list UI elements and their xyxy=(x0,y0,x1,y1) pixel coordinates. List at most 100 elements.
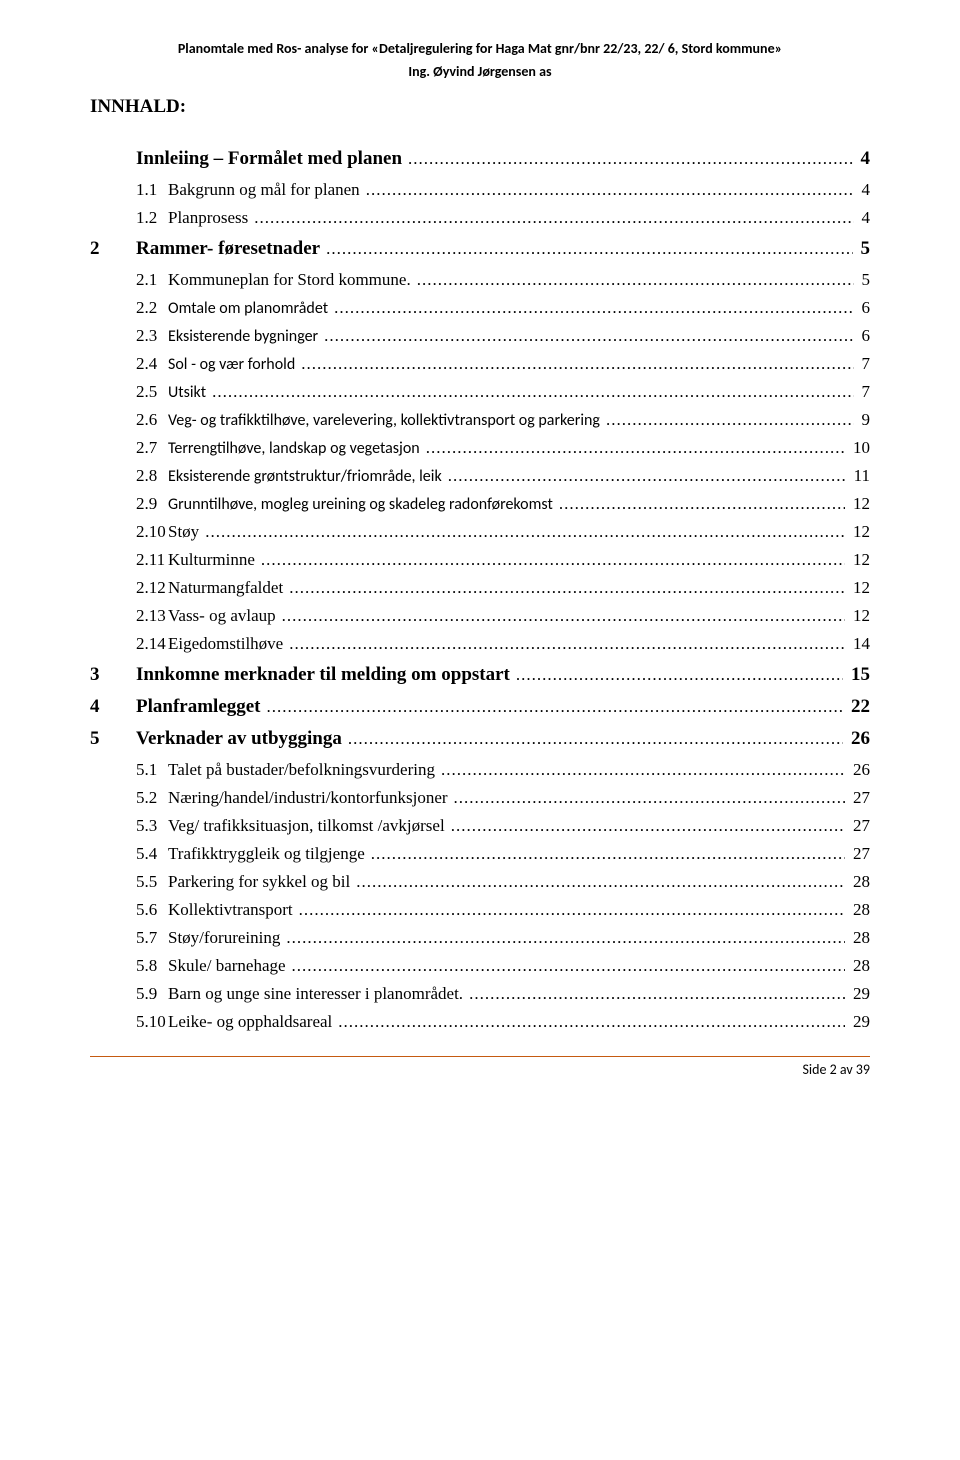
toc-entry-l2: 2.13Vass- og avlaup12 xyxy=(90,606,870,626)
toc-page: 14 xyxy=(849,634,870,654)
toc-leader xyxy=(426,438,845,458)
toc-entry-l2: 2.7Terrengtilhøve, landskap og vegetasjo… xyxy=(90,438,870,458)
toc-entry-l2: 2.11Kulturminne12 xyxy=(90,550,870,570)
toc-leader xyxy=(326,239,852,259)
toc-page: 12 xyxy=(849,494,870,514)
toc-title: Eigedomstilhøve xyxy=(168,634,283,654)
toc-leader xyxy=(292,956,845,976)
toc-leader xyxy=(299,900,845,920)
toc-title: Omtale om planområdet xyxy=(168,299,328,318)
toc-entry-l2: 5.3Veg/ trafikksituasjon, tilkomst /avkj… xyxy=(90,816,870,836)
toc-number: 2.14 xyxy=(90,634,168,654)
toc-entry-l2: 2.5Utsikt7 xyxy=(90,382,870,402)
toc-number: 5.4 xyxy=(90,844,168,864)
toc-number: 3 xyxy=(90,664,136,686)
toc-leader xyxy=(348,729,843,749)
toc-leader xyxy=(606,410,854,430)
toc-page: 15 xyxy=(847,664,870,686)
toc-page: 12 xyxy=(849,522,870,542)
toc-number: 2.13 xyxy=(90,606,168,626)
toc-leader xyxy=(371,844,845,864)
toc-page: 27 xyxy=(849,816,870,836)
toc-entry-l2: 5.5Parkering for sykkel og bil28 xyxy=(90,872,870,892)
toc-entry-l2: 2.1Kommuneplan for Stord kommune.5 xyxy=(90,270,870,290)
toc-entry-l2: 5.8Skule/ barnehage28 xyxy=(90,956,870,976)
toc-entry-l1: 5Verknader av utbygginga26 xyxy=(90,728,870,750)
toc-entry-l1: 4Planframlegget 22 xyxy=(90,696,870,718)
toc-number: 2.6 xyxy=(90,410,168,430)
toc-leader xyxy=(334,298,853,318)
toc-number: 2.1 xyxy=(90,270,168,290)
toc-leader xyxy=(441,760,845,780)
toc-title: Naturmangfaldet xyxy=(168,578,283,598)
toc-leader xyxy=(451,816,845,836)
toc-entry-l2: 1.1Bakgrunn og mål for planen4 xyxy=(90,180,870,200)
toc-title: Støy xyxy=(168,522,199,542)
toc-entry-l2: 5.10Leike- og opphaldsareal29 xyxy=(90,1012,870,1032)
toc-title: Verknader av utbygginga xyxy=(136,728,342,750)
toc-title: Kollektivtransport xyxy=(168,900,293,920)
toc-title: Sol - og vær forhold xyxy=(168,355,295,374)
toc-entry-l2: 2.8Eksisterende grøntstruktur/friområde,… xyxy=(90,466,870,486)
toc-title: Veg- og trafikktilhøve, varelevering, ko… xyxy=(168,411,600,430)
toc-page: 28 xyxy=(849,900,870,920)
toc-page: 5 xyxy=(857,238,871,260)
table-of-contents: Innleiing – Formålet med planen41.1Bakgr… xyxy=(90,148,870,1032)
toc-leader xyxy=(454,788,845,808)
toc-leader xyxy=(516,665,843,685)
toc-leader xyxy=(559,494,845,514)
toc-entry-l2: 2.2Omtale om planområdet6 xyxy=(90,298,870,318)
toc-title: Planframlegget xyxy=(136,696,261,718)
toc-number: 5.7 xyxy=(90,928,168,948)
toc-page: 11 xyxy=(850,466,870,486)
toc-leader xyxy=(261,550,845,570)
toc-page: 12 xyxy=(849,606,870,626)
toc-page: 22 xyxy=(847,696,870,718)
toc-leader xyxy=(417,270,854,290)
document-header-subtitle: Ing. Øyvind Jørgensen as xyxy=(90,63,870,80)
toc-entry-l2: 2.12Naturmangfaldet12 xyxy=(90,578,870,598)
document-header-title: Planomtale med Ros- analyse for «Detaljr… xyxy=(90,40,870,57)
toc-title: Rammer- føresetnader xyxy=(136,238,320,260)
toc-title: Veg/ trafikksituasjon, tilkomst /avkjørs… xyxy=(168,816,445,836)
toc-number: 2.7 xyxy=(90,438,168,458)
page-number: Side 2 av 39 xyxy=(802,1061,870,1078)
toc-entry-l2: 5.1Talet på bustader/befolkningsvurderin… xyxy=(90,760,870,780)
toc-title: Barn og unge sine interesser i planområd… xyxy=(168,984,463,1004)
toc-entry-l2: 2.10Støy12 xyxy=(90,522,870,542)
toc-number: 5.10 xyxy=(90,1012,168,1032)
toc-entry-l2: 5.9Barn og unge sine interesser i planom… xyxy=(90,984,870,1004)
toc-number: 1.2 xyxy=(90,208,168,228)
toc-page: 4 xyxy=(858,180,871,200)
toc-page: 26 xyxy=(849,760,870,780)
toc-title: Innleiing – Formålet med planen xyxy=(136,148,402,170)
toc-number: 4 xyxy=(90,696,136,718)
toc-page: 27 xyxy=(849,844,870,864)
toc-page: 6 xyxy=(858,326,871,346)
toc-leader xyxy=(286,928,845,948)
toc-number: 5 xyxy=(90,728,136,750)
toc-entry-l2: 5.4Trafikktryggleik og tilgjenge27 xyxy=(90,844,870,864)
toc-entry-l2: 2.9Grunntilhøve, mogleg ureining og skad… xyxy=(90,494,870,514)
toc-number: 2.5 xyxy=(90,382,168,402)
toc-leader xyxy=(356,872,845,892)
toc-leader xyxy=(338,1012,845,1032)
toc-leader xyxy=(212,382,853,402)
toc-page: 28 xyxy=(849,956,870,976)
toc-number: 2.8 xyxy=(90,466,168,486)
toc-entry-l2: 5.2Næring/handel/industri/kontorfunksjon… xyxy=(90,788,870,808)
toc-leader xyxy=(205,522,845,542)
toc-page: 27 xyxy=(849,788,870,808)
toc-title: Kulturminne xyxy=(168,550,255,570)
toc-page: 7 xyxy=(858,354,871,374)
toc-entry-l2: 1.2Planprosess4 xyxy=(90,208,870,228)
toc-number: 2 xyxy=(90,238,136,260)
toc-title: Planprosess xyxy=(168,208,248,228)
toc-entry-l2: 2.3Eksisterende bygninger6 xyxy=(90,326,870,346)
toc-leader xyxy=(324,326,853,346)
toc-page: 29 xyxy=(849,984,870,1004)
toc-title: Bakgrunn og mål for planen xyxy=(168,180,360,200)
toc-entry-l1: 2Rammer- føresetnader 5 xyxy=(90,238,870,260)
toc-page: 28 xyxy=(849,872,870,892)
toc-number: 5.9 xyxy=(90,984,168,1004)
